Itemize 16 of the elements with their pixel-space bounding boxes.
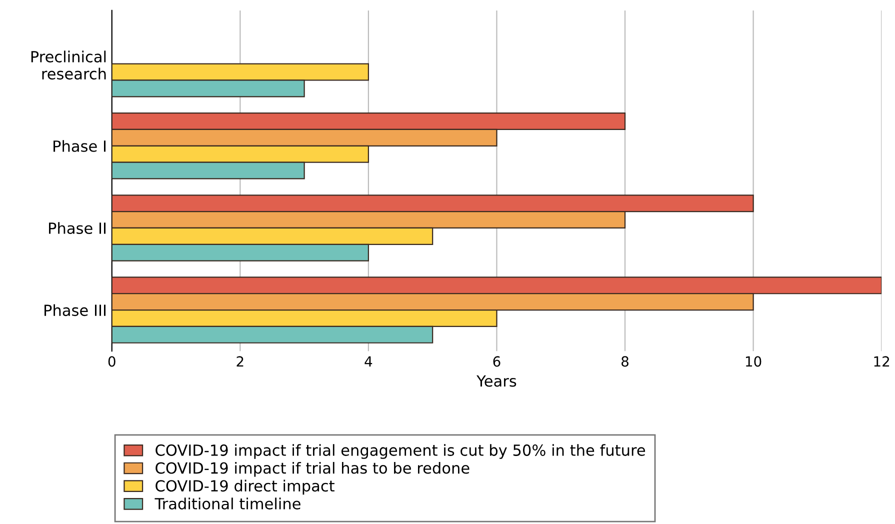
legend-label: COVID-19 impact if trial engagement is cut by 50% in the future <box>156 444 646 459</box>
legend-label: Traditional timeline <box>154 498 300 510</box>
y-tick-label: Preclinical research <box>31 50 106 80</box>
x-tick-label: 6 <box>493 356 500 367</box>
x-tick-label: 4 <box>364 356 372 366</box>
x-tick-label: 8 <box>622 356 628 367</box>
y-tick-label: Phase III <box>44 304 106 316</box>
x-tick-label: 10 <box>746 356 762 367</box>
legend-label: COVID-19 impact if trial has to be redone <box>156 462 470 477</box>
legend-label: COVID-19 direct impact <box>156 480 334 495</box>
y-tick-label: Phase I <box>54 140 106 152</box>
y-tick-label: Phase II <box>49 222 106 234</box>
x-tick-label: 2 <box>236 356 244 366</box>
x-tick-label: 12 <box>874 356 890 366</box>
x-axis-title: Years <box>476 375 516 387</box>
x-tick-label: 0 <box>108 356 116 367</box>
